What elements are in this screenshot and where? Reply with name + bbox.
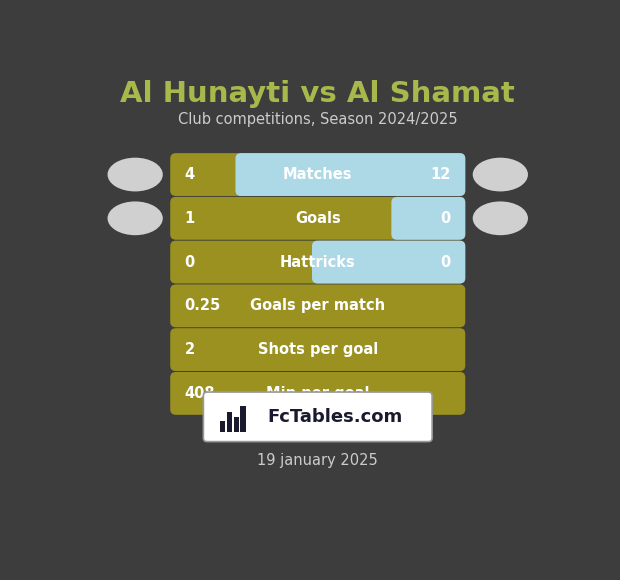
FancyBboxPatch shape [241, 407, 246, 432]
FancyBboxPatch shape [170, 284, 465, 327]
Text: 0: 0 [185, 255, 195, 270]
Text: 0: 0 [441, 255, 451, 270]
Ellipse shape [472, 158, 528, 191]
Text: 19 january 2025: 19 january 2025 [257, 453, 378, 468]
Ellipse shape [472, 201, 528, 235]
FancyBboxPatch shape [170, 197, 465, 240]
Text: Goals per match: Goals per match [250, 298, 385, 313]
FancyBboxPatch shape [234, 417, 239, 432]
FancyBboxPatch shape [170, 372, 465, 415]
Text: 0: 0 [441, 211, 451, 226]
FancyBboxPatch shape [227, 412, 232, 432]
Text: 408: 408 [185, 386, 215, 401]
FancyBboxPatch shape [170, 241, 465, 284]
Text: Min per goal: Min per goal [266, 386, 370, 401]
Text: 2: 2 [185, 342, 195, 357]
Text: Matches: Matches [283, 167, 353, 182]
Text: 12: 12 [430, 167, 451, 182]
FancyBboxPatch shape [391, 197, 465, 240]
FancyBboxPatch shape [170, 153, 465, 196]
FancyBboxPatch shape [203, 392, 432, 441]
Text: 4: 4 [185, 167, 195, 182]
Text: Shots per goal: Shots per goal [258, 342, 378, 357]
FancyBboxPatch shape [236, 153, 465, 196]
Text: FcTables.com: FcTables.com [268, 408, 403, 426]
FancyBboxPatch shape [220, 421, 226, 432]
FancyBboxPatch shape [170, 328, 465, 371]
Text: Hattricks: Hattricks [280, 255, 356, 270]
Text: 1: 1 [185, 211, 195, 226]
Text: Al Hunayti vs Al Shamat: Al Hunayti vs Al Shamat [120, 80, 515, 108]
Text: Goals: Goals [295, 211, 340, 226]
FancyBboxPatch shape [312, 241, 465, 284]
Ellipse shape [107, 158, 163, 191]
Text: Club competitions, Season 2024/2025: Club competitions, Season 2024/2025 [178, 112, 458, 127]
Text: 0.25: 0.25 [185, 298, 221, 313]
Ellipse shape [107, 201, 163, 235]
